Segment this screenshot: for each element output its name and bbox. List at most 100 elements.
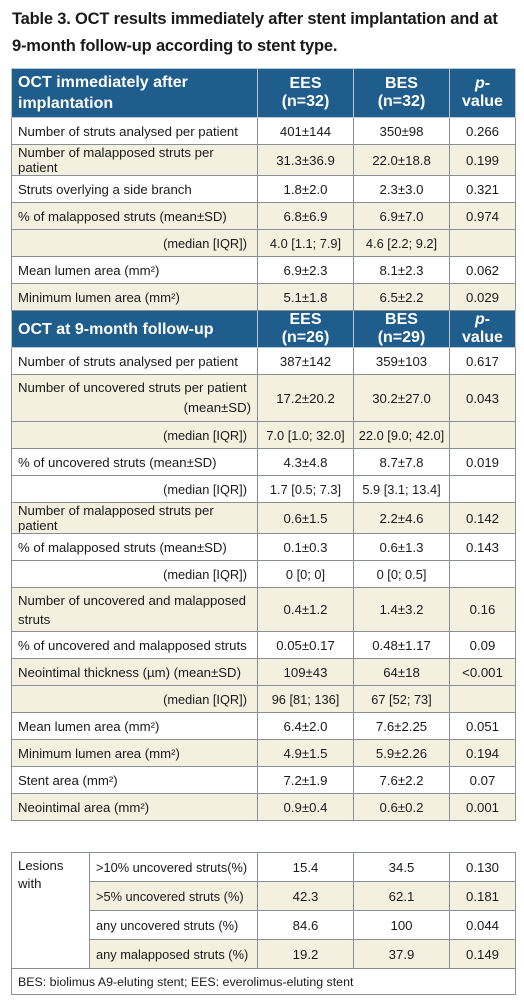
- table-row: Neointimal thickness (µm) (mean±SD) 109±…: [11, 658, 516, 686]
- lesions-table: Lesions with >10% uncovered struts(%) 15…: [11, 852, 516, 995]
- table-row: Number of malapposed struts per patient …: [11, 144, 516, 176]
- ees-value: 109±43: [257, 658, 354, 686]
- caption-line-1: Table 3. OCT results immediately after s…: [12, 10, 498, 28]
- row-label: >5% uncovered struts (%): [89, 881, 258, 911]
- table-row: Stent area (mm²) 7.2±1.9 7.6±2.2 0.07: [11, 766, 516, 794]
- ees-value: 31.3±36.9: [257, 144, 354, 176]
- p-value: 0.142: [449, 502, 516, 534]
- row-label: Struts overlying a side branch: [11, 175, 258, 203]
- p-value: 0.029: [449, 283, 516, 311]
- bes-value: 22.0 [9.0; 42.0]: [353, 421, 450, 449]
- bes-value: 62.1: [353, 881, 450, 911]
- row-label: % of uncovered struts (mean±SD): [11, 448, 258, 476]
- bes-value: 0.6±0.2: [353, 793, 450, 821]
- p-value: 0.051: [449, 712, 516, 740]
- p-value: 0.07: [449, 766, 516, 794]
- lesions-group-label: Lesions with: [11, 852, 90, 969]
- table-row: % of malapposed struts (mean±SD) 0.1±0.3…: [11, 533, 516, 561]
- section-title: OCT immediately after implantation: [11, 68, 258, 118]
- table-row: Number of uncovered and malapposed strut…: [11, 587, 516, 632]
- table-row: Number of malapposed struts per patient …: [11, 502, 516, 534]
- bes-value: 2.2±4.6: [353, 502, 450, 534]
- table-row: any malapposed struts (%) 19.2 37.9 0.14…: [12, 939, 516, 969]
- bes-value: 6.5±2.2: [353, 283, 450, 311]
- table-row: >5% uncovered struts (%) 42.3 62.1 0.181: [12, 881, 516, 911]
- p-value: 0.321: [449, 175, 516, 203]
- p-value: 0.181: [449, 881, 516, 911]
- bes-value: 37.9: [353, 939, 450, 969]
- p-value: 0.199: [449, 144, 516, 176]
- row-label: (median [IQR]): [11, 475, 258, 503]
- table-row: % of uncovered struts (mean±SD) 4.3±4.8 …: [11, 448, 516, 476]
- p-value: 0.044: [449, 910, 516, 940]
- bes-value: 2.3±3.0: [353, 175, 450, 203]
- row-label: Number of uncovered and malapposed strut…: [11, 587, 258, 632]
- bes-value: 7.6±2.2: [353, 766, 450, 794]
- p-value: 0.09: [449, 631, 516, 659]
- ees-value: 0.4±1.2: [257, 587, 354, 632]
- table-row: Number of struts analysed per patient 40…: [11, 117, 516, 145]
- table-row: Number of struts analysed per patient 38…: [11, 347, 516, 375]
- row-label: Minimum lumen area (mm²): [11, 739, 258, 767]
- bes-value: 5.9 [3.1; 13.4]: [353, 475, 450, 503]
- table-row: (median [IQR]) 1.7 [0.5; 7.3] 5.9 [3.1; …: [11, 475, 516, 503]
- row-label: Number of struts analysed per patient: [11, 117, 258, 145]
- row-label: any malapposed struts (%): [89, 939, 258, 969]
- p-value: 0.130: [449, 852, 516, 882]
- row-label: % of malapposed struts (mean±SD): [11, 533, 258, 561]
- bes-value: 350±98: [353, 117, 450, 145]
- ees-value: 4.0 [1.1; 7.9]: [257, 229, 354, 257]
- table-row: (median [IQR]) 4.0 [1.1; 7.9] 4.6 [2.2; …: [11, 229, 516, 257]
- ees-value: 1.8±2.0: [257, 175, 354, 203]
- ees-value: 0.6±1.5: [257, 502, 354, 534]
- ees-value: 6.9±2.3: [257, 256, 354, 284]
- row-label: % of uncovered and malapposed struts: [11, 631, 258, 659]
- column-header-ees: EES (n=26): [257, 310, 354, 348]
- table-row: Neointimal area (mm²) 0.9±0.4 0.6±0.2 0.…: [11, 793, 516, 821]
- row-label: any uncovered struts (%): [89, 910, 258, 940]
- table-row: Mean lumen area (mm²) 6.4±2.0 7.6±2.25 0…: [11, 712, 516, 740]
- bes-value: 22.0±18.8: [353, 144, 450, 176]
- ees-value: 42.3: [257, 881, 354, 911]
- bes-value: 6.9±7.0: [353, 202, 450, 230]
- p-value: [449, 421, 516, 449]
- bes-value: 0.48±1.17: [353, 631, 450, 659]
- row-label: Mean lumen area (mm²): [11, 256, 258, 284]
- column-header-p-value: p-value: [449, 68, 516, 118]
- bes-value: 0 [0; 0.5]: [353, 560, 450, 588]
- table-caption: Table 3. OCT results immediately after s…: [12, 6, 516, 60]
- p-value: 0.16: [449, 587, 516, 632]
- ees-value: 0.05±0.17: [257, 631, 354, 659]
- column-header-bes: BES (n=32): [353, 68, 450, 118]
- bes-value: 8.1±2.3: [353, 256, 450, 284]
- ees-value: 387±142: [257, 347, 354, 375]
- section-title: OCT at 9-month follow-up: [11, 310, 258, 348]
- table-footnote: BES: biolimus A9-eluting stent; EES: eve…: [11, 968, 516, 995]
- ees-value: 6.8±6.9: [257, 202, 354, 230]
- row-label: % of malapposed struts (mean±SD): [11, 202, 258, 230]
- ees-value: 4.3±4.8: [257, 448, 354, 476]
- bes-value: 4.6 [2.2; 9.2]: [353, 229, 450, 257]
- p-value: 0.617: [449, 347, 516, 375]
- ees-value: 6.4±2.0: [257, 712, 354, 740]
- row-label: Number of struts analysed per patient: [11, 347, 258, 375]
- table-row: (median [IQR]) 0 [0; 0] 0 [0; 0.5]: [11, 560, 516, 588]
- bes-value: 359±103: [353, 347, 450, 375]
- table-row: Minimum lumen area (mm²) 5.1±1.8 6.5±2.2…: [11, 283, 516, 311]
- p-value: [449, 560, 516, 588]
- table-row: Number of uncovered struts per patient (…: [11, 374, 516, 422]
- row-label: Number of malapposed struts per patient: [11, 144, 258, 176]
- bes-value: 7.6±2.25: [353, 712, 450, 740]
- table-row: Minimum lumen area (mm²) 4.9±1.5 5.9±2.2…: [11, 739, 516, 767]
- table-row: (median [IQR]) 96 [81; 136] 67 [52; 73]: [11, 685, 516, 713]
- ees-value: 0.9±0.4: [257, 793, 354, 821]
- table-row: Lesions with >10% uncovered struts(%) 15…: [11, 852, 516, 969]
- bes-value: 0.6±1.3: [353, 533, 450, 561]
- bes-value: 67 [52; 73]: [353, 685, 450, 713]
- bes-value: 100: [353, 910, 450, 940]
- bes-value: 64±18: [353, 658, 450, 686]
- p-value: 0.194: [449, 739, 516, 767]
- table-row: % of malapposed struts (mean±SD) 6.8±6.9…: [11, 202, 516, 230]
- bes-value: 1.4±3.2: [353, 587, 450, 632]
- bes-value: 30.2±27.0: [353, 374, 450, 422]
